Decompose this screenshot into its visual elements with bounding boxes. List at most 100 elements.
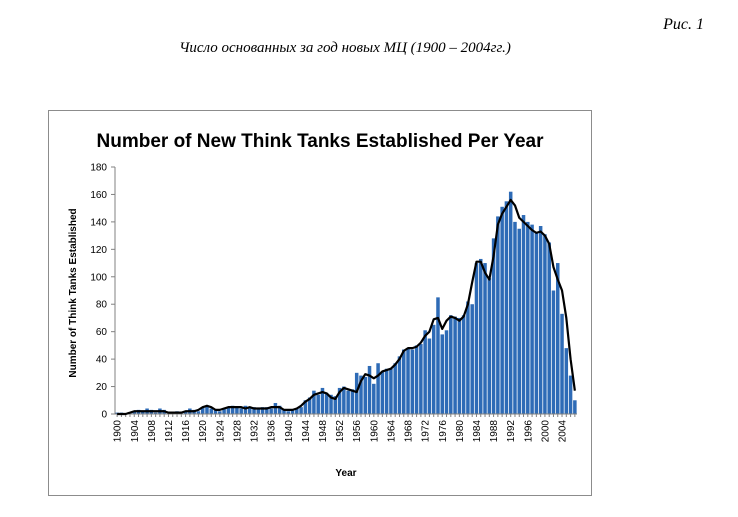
bar-1973 [427, 338, 432, 414]
bar-1900 [115, 412, 119, 414]
bar-1926 [226, 407, 231, 414]
bar-1958 [363, 376, 368, 414]
bar-1966 [397, 356, 402, 414]
bar-1987 [487, 278, 492, 414]
bar-1949 [325, 393, 329, 414]
bar-1920 [200, 407, 205, 414]
x-axis-label: Year [335, 468, 356, 479]
bar-1996 [526, 221, 530, 414]
bar-1938 [277, 405, 282, 414]
bar-1961 [376, 363, 380, 414]
x-tick-label: 1956 [352, 420, 363, 443]
bar-1937 [273, 403, 278, 414]
x-tick-label: 1992 [506, 420, 517, 443]
y-tick-label: 0 [101, 410, 107, 421]
bar-1952 [337, 387, 342, 414]
bar-1983 [470, 304, 474, 414]
axes-group: 0 20 40 60 80 100 120 140 160 180 1900 1904 1908 1912… [90, 163, 577, 443]
x-tick-label: 1960 [369, 420, 380, 443]
x-tick-label: 1964 [386, 420, 397, 443]
bar-2004 [560, 313, 564, 414]
bar-1974 [431, 324, 436, 414]
bar-1963 [384, 368, 389, 414]
bar-1935 [265, 407, 269, 414]
chart-frame: Number of New Think Tanks Established Pe… [48, 110, 592, 496]
bar-2002 [551, 290, 556, 414]
bar-1928 [235, 407, 239, 414]
bar-1932 [252, 407, 256, 414]
bar-1922 [209, 408, 214, 414]
bar-1995 [521, 215, 526, 414]
bar-1951 [333, 396, 338, 414]
bar-1934 [260, 407, 265, 414]
figure-label: Рис. 1 [663, 16, 704, 33]
bar-1916 [183, 411, 188, 414]
trend-line [117, 198, 576, 416]
x-tick-label: 1972 [421, 420, 432, 443]
y-tick-label: 100 [90, 272, 107, 283]
x-tick-label: 1976 [438, 420, 449, 443]
bar-1959 [367, 365, 372, 414]
x-tick-label: 1928 [232, 420, 243, 443]
bar-1979 [453, 316, 457, 414]
y-tick-label: 20 [96, 382, 108, 393]
bar-1997 [530, 224, 534, 414]
bar-1940 [286, 411, 291, 414]
x-tick-label: 1984 [472, 420, 483, 443]
bar-1955 [350, 389, 355, 414]
bar-1971 [419, 344, 423, 414]
bars-group [115, 191, 577, 414]
bar-1984 [474, 263, 479, 414]
bar-1947 [316, 394, 320, 414]
bar-1942 [295, 408, 299, 414]
bar-1919 [196, 411, 201, 414]
bar-1994 [517, 228, 522, 414]
bar-1933 [256, 408, 261, 414]
bar-1927 [230, 405, 235, 414]
bar-1931 [248, 408, 252, 414]
y-axis-label: Number of Think Tanks Established [68, 208, 79, 377]
x-tick-label: 1944 [301, 420, 312, 443]
bar-2001 [547, 242, 551, 414]
bar-1957 [359, 375, 363, 414]
y-tick-label: 80 [96, 300, 108, 311]
bar-chart: Number of New Think Tanks Established Pe… [68, 131, 577, 479]
x-tick-label: 1936 [267, 420, 278, 443]
bar-1977 [444, 330, 449, 414]
bar-2000 [543, 234, 547, 414]
bar-2005 [564, 348, 569, 414]
bar-1953 [342, 386, 346, 414]
bar-1981 [461, 315, 466, 414]
x-tick-label: 1904 [130, 420, 141, 443]
trend-line-group [117, 198, 576, 416]
x-tick-label: 1968 [404, 420, 415, 443]
bar-1941 [290, 409, 295, 414]
bar-1950 [329, 394, 333, 414]
bar-2006 [568, 375, 573, 414]
bar-1969 [410, 349, 415, 414]
bar-1985 [479, 258, 483, 414]
x-tick-label: 2004 [558, 420, 569, 443]
x-tick-label: 2000 [540, 420, 551, 443]
x-tick-label: 1980 [455, 420, 466, 443]
x-tick-label: 1988 [489, 420, 500, 443]
bar-1972 [423, 330, 427, 414]
bar-1986 [483, 263, 487, 414]
bar-1930 [243, 405, 248, 414]
bar-1976 [440, 334, 445, 414]
bar-1924 [218, 411, 222, 414]
y-tick-label: 140 [90, 217, 107, 228]
bar-1998 [534, 232, 539, 414]
bar-1921 [205, 405, 209, 414]
bar-2007 [573, 400, 577, 414]
bar-1929 [239, 408, 243, 414]
x-tick-label: 1952 [335, 420, 346, 443]
bar-1980 [457, 317, 462, 414]
y-tick-label: 160 [90, 190, 107, 201]
bar-1988 [491, 238, 496, 414]
x-tick-label: 1948 [318, 420, 329, 443]
bar-1989 [496, 216, 500, 414]
bar-1965 [393, 363, 397, 414]
bar-1978 [449, 315, 453, 414]
bar-1962 [380, 371, 385, 414]
